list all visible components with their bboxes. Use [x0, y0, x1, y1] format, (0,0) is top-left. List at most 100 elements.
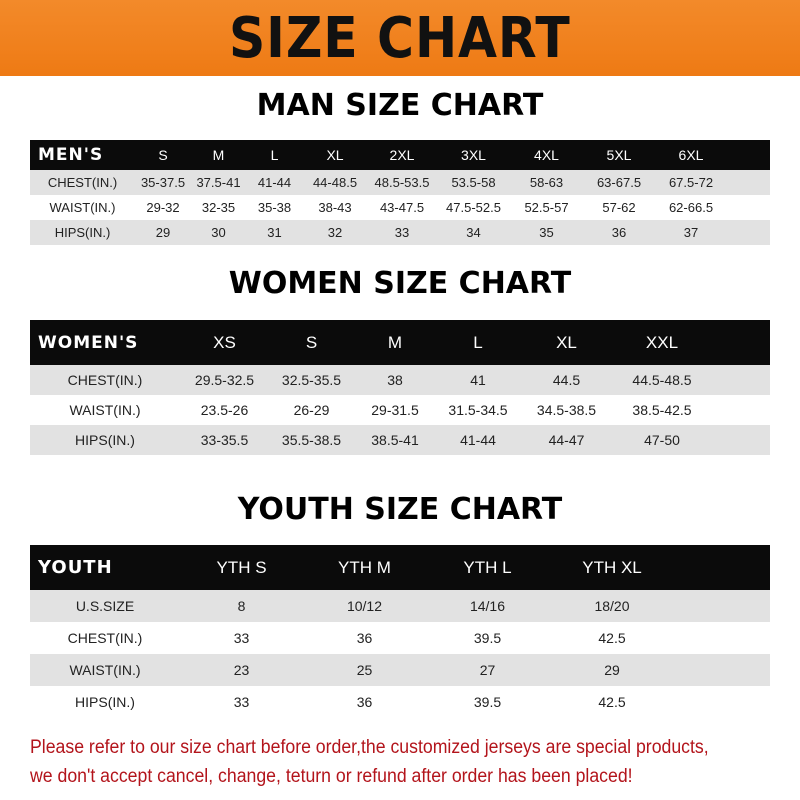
row-label: HIPS(IN.): [75, 432, 135, 448]
table-cell: 53.5-58: [451, 175, 496, 190]
table-cell: 33: [394, 225, 410, 240]
table-cell: 39.5: [473, 630, 502, 646]
table-cell: 31: [267, 225, 282, 240]
size-header: 5XL: [606, 147, 632, 163]
table-row: CHEST(IN.) 29.5-32.5 32.5-35.5 38 41 44.5 44.5…: [30, 365, 770, 395]
table-cell: 8: [237, 598, 246, 614]
table-cell: 58-63: [529, 175, 564, 190]
table-cell: 32-35: [201, 200, 236, 215]
table-row: CHEST(IN.) 35-37.5 37.5-41 41-44 44-48.5 48.5…: [30, 170, 770, 195]
table-cell: 42.5: [598, 694, 626, 710]
notice-line: we don't accept cancel, change, teturn o…: [30, 766, 633, 787]
row-label: CHEST(IN.): [47, 175, 118, 190]
size-header: YTH XL: [582, 557, 642, 577]
row-label: HIPS(IN.): [54, 225, 111, 240]
table-header-row: MEN'S S M L XL 2XL 3XL 4XL 5XL 6XL: [30, 140, 770, 170]
table-cell: 37: [683, 225, 699, 240]
table-cell: 32.5-35.5: [281, 372, 342, 388]
size-header: YTH S: [216, 557, 267, 577]
table-cell: 35.5-38.5: [281, 432, 342, 448]
size-header: 2XL: [389, 147, 415, 163]
table-cell: 31.5-34.5: [448, 402, 508, 418]
table-row: WAIST(IN.) 23.5-26 26-29 29-31.5 31.5-34.5 34…: [30, 395, 770, 425]
table-row: HIPS(IN.) 29 30 31 32 33 34 35 36 37: [30, 220, 770, 245]
table-cell: 35-37.5: [140, 175, 186, 190]
size-header: S: [158, 147, 168, 163]
table-cell: 36: [611, 225, 627, 240]
size-header: YTH M: [338, 557, 391, 577]
row-label: U.S.SIZE: [75, 598, 135, 614]
header-label: WOMEN'S: [38, 332, 139, 353]
table-cell: 37.5-41: [196, 175, 241, 190]
table-cell: 29-32: [146, 200, 180, 215]
table-cell: 23.5-26: [200, 402, 249, 418]
table-cell: 38.5-42.5: [632, 402, 692, 418]
table-cell: 14/16: [469, 598, 506, 614]
table-cell: 29-31.5: [371, 402, 419, 418]
table-cell: 30: [211, 225, 226, 240]
table-cell: 47-50: [644, 432, 680, 448]
table-cell: 32: [327, 225, 343, 240]
table-header-row: YOUTH YTH S YTH M YTH L YTH XL: [30, 545, 770, 590]
banner: SIZE CHART: [0, 0, 800, 76]
table-cell: 35: [539, 225, 554, 240]
table-cell: 35-38: [257, 200, 292, 215]
table-cell: 52.5-57: [524, 200, 569, 215]
header-label: MEN'S: [38, 145, 104, 165]
size-header: XL: [326, 147, 344, 163]
row-label: WAIST(IN.): [49, 200, 116, 215]
youth-size-table: YOUTH YTH S YTH M YTH L YTH XL U.S.SIZE 8 10/12…: [30, 545, 770, 718]
table-cell: 39.5: [473, 694, 502, 710]
table-row: U.S.SIZE 8 10/12 14/16 18/20: [30, 590, 770, 622]
table-cell: 38-43: [318, 200, 352, 215]
row-label: CHEST(IN.): [67, 630, 143, 646]
table-cell: 63-67.5: [596, 175, 642, 190]
table-cell: 41-44: [460, 432, 496, 448]
size-header: YTH L: [463, 557, 512, 577]
table-cell: 42.5: [598, 630, 626, 646]
table-cell: 44-47: [548, 432, 585, 448]
table-cell: 41-44: [257, 175, 292, 190]
table-cell: 29: [155, 225, 171, 240]
notice-line: Please refer to our size chart before or…: [30, 737, 709, 758]
table-cell: 36: [356, 630, 373, 646]
table-cell: 38.5-41: [371, 432, 419, 448]
table-cell: 33: [233, 630, 250, 646]
table-cell: 26-29: [293, 402, 330, 418]
size-header: XXL: [645, 332, 679, 352]
men-title: MAN SIZE CHART: [256, 88, 544, 123]
table-cell: 48.5-53.5: [374, 175, 430, 190]
table-cell: 33: [233, 694, 250, 710]
table-cell: 18/20: [594, 598, 630, 614]
row-label: WAIST(IN.): [69, 662, 141, 678]
table-cell: 10/12: [346, 598, 383, 614]
table-cell: 57-62: [602, 200, 636, 215]
table-cell: 23: [233, 662, 250, 678]
table-cell: 67.5-72: [668, 175, 714, 190]
table-cell: 33-35.5: [200, 432, 249, 448]
table-cell: 36: [356, 694, 373, 710]
table-row: WAIST(IN.) 29-32 32-35 35-38 38-43 43-47.5 47.…: [30, 195, 770, 220]
table-cell: 38: [387, 372, 403, 388]
size-header: L: [270, 147, 279, 163]
table-cell: 47.5-52.5: [446, 200, 501, 215]
table-row: HIPS(IN.) 33-35.5 35.5-38.5 38.5-41 41-44 44-…: [30, 425, 770, 455]
table-cell: 29.5-32.5: [194, 372, 255, 388]
size-header: 3XL: [461, 147, 486, 163]
order-notice: Please refer to our size chart before or…: [30, 733, 737, 791]
banner-title: SIZE CHART: [229, 5, 571, 71]
size-header: L: [473, 332, 483, 352]
table-cell: 44.5: [552, 372, 581, 388]
size-header: XS: [213, 332, 236, 352]
table-cell: 34.5-38.5: [536, 402, 597, 418]
header-label: YOUTH: [38, 557, 113, 578]
row-label: HIPS(IN.): [75, 694, 135, 710]
table-cell: 44-48.5: [312, 175, 358, 190]
row-label: WAIST(IN.): [69, 402, 141, 418]
table-cell: 43-47.5: [379, 200, 425, 215]
size-header: 6XL: [678, 147, 704, 163]
table-cell: 25: [356, 662, 373, 678]
table-cell: 41: [470, 372, 486, 388]
table-row: HIPS(IN.) 33 36 39.5 42.5: [30, 686, 770, 718]
size-header: 4XL: [534, 147, 559, 163]
